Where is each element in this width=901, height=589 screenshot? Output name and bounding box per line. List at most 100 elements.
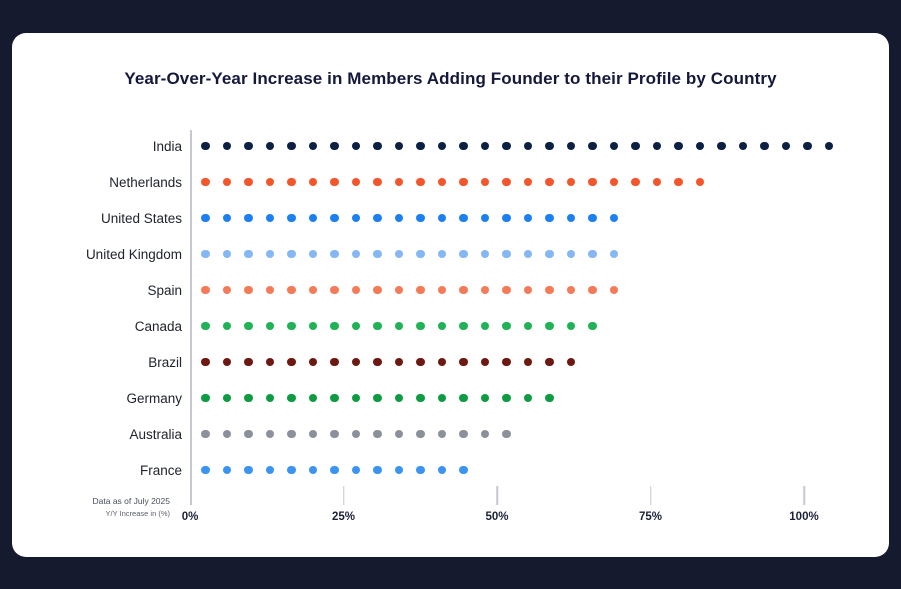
dot-series	[190, 429, 511, 439]
data-dot	[244, 177, 253, 187]
data-dot	[330, 321, 339, 331]
data-dot	[287, 285, 296, 295]
data-dot	[265, 465, 274, 475]
data-dot	[222, 465, 231, 475]
data-dot	[330, 249, 339, 259]
chart-card: Year-Over-Year Increase in Members Addin…	[12, 33, 889, 557]
data-dot	[265, 357, 274, 367]
data-dot	[631, 141, 640, 151]
data-dot	[330, 357, 339, 367]
data-dot	[373, 213, 382, 223]
data-dot	[330, 141, 339, 151]
data-dot	[308, 213, 317, 223]
data-dot	[523, 141, 532, 151]
chart-rows: India Netherlands United States United King…	[12, 128, 889, 488]
data-dot	[394, 321, 403, 331]
tick-mark	[803, 486, 805, 505]
data-dot	[480, 141, 489, 151]
data-dot	[373, 285, 382, 295]
data-dot	[373, 465, 382, 475]
chart-row: India	[12, 128, 889, 164]
data-dot	[416, 213, 425, 223]
data-dot	[265, 141, 274, 151]
data-dot	[459, 285, 468, 295]
data-dot	[244, 465, 253, 475]
data-dot	[394, 465, 403, 475]
dot-series	[190, 321, 597, 331]
data-dot	[480, 321, 489, 331]
data-dot	[588, 321, 597, 331]
data-dot	[244, 141, 253, 151]
data-dot	[631, 177, 640, 187]
data-dot	[265, 321, 274, 331]
data-dot	[523, 357, 532, 367]
data-dot	[652, 141, 661, 151]
data-dot	[416, 465, 425, 475]
country-label: France	[139, 462, 182, 478]
data-dot	[308, 249, 317, 259]
data-dot	[502, 429, 511, 439]
data-dot	[222, 429, 231, 439]
data-dot	[609, 285, 618, 295]
data-dot	[351, 141, 360, 151]
footnote-axis-caption: Y/Y Increase in (%)	[105, 509, 170, 519]
data-dot	[394, 177, 403, 187]
data-dot	[695, 177, 704, 187]
chart-title: Year-Over-Year Increase in Members Addin…	[124, 69, 777, 88]
data-dot	[394, 141, 403, 151]
data-dot	[222, 249, 231, 259]
data-dot	[416, 321, 425, 331]
data-dot	[545, 357, 554, 367]
data-dot	[545, 249, 554, 259]
data-dot	[545, 213, 554, 223]
data-dot	[308, 465, 317, 475]
data-dot	[201, 177, 210, 187]
data-dot	[287, 465, 296, 475]
data-dot	[824, 141, 833, 151]
data-dot	[566, 177, 575, 187]
data-dot	[502, 177, 511, 187]
country-label: Netherlands	[109, 174, 182, 190]
data-dot	[373, 429, 382, 439]
data-dot	[222, 321, 231, 331]
data-dot	[545, 141, 554, 151]
data-dot	[265, 285, 274, 295]
data-dot	[330, 429, 339, 439]
data-dot	[437, 465, 446, 475]
data-dot	[437, 141, 446, 151]
data-dot	[588, 213, 597, 223]
data-dot	[351, 285, 360, 295]
data-dot	[330, 393, 339, 403]
chart-row: Germany	[12, 380, 889, 416]
data-dot	[287, 141, 296, 151]
data-dot	[480, 177, 489, 187]
dot-series	[190, 141, 833, 151]
data-dot	[244, 357, 253, 367]
data-dot	[459, 429, 468, 439]
data-dot	[738, 141, 747, 151]
data-dot	[545, 285, 554, 295]
data-dot	[523, 249, 532, 259]
data-dot	[416, 429, 425, 439]
data-dot	[351, 213, 360, 223]
data-dot	[351, 429, 360, 439]
data-dot	[287, 357, 296, 367]
data-dot	[545, 393, 554, 403]
data-dot	[373, 393, 382, 403]
country-label: India	[152, 138, 182, 154]
data-dot	[394, 429, 403, 439]
chart-row: Spain	[12, 272, 889, 308]
data-dot	[308, 285, 317, 295]
data-dot	[222, 177, 231, 187]
footnote-date: Data as of July 2025	[92, 496, 171, 506]
data-dot	[545, 321, 554, 331]
data-dot	[201, 465, 210, 475]
data-dot	[502, 357, 511, 367]
data-dot	[437, 177, 446, 187]
data-dot	[717, 141, 726, 151]
data-dot	[480, 285, 489, 295]
data-dot	[244, 393, 253, 403]
data-dot	[609, 141, 618, 151]
data-dot	[201, 393, 210, 403]
